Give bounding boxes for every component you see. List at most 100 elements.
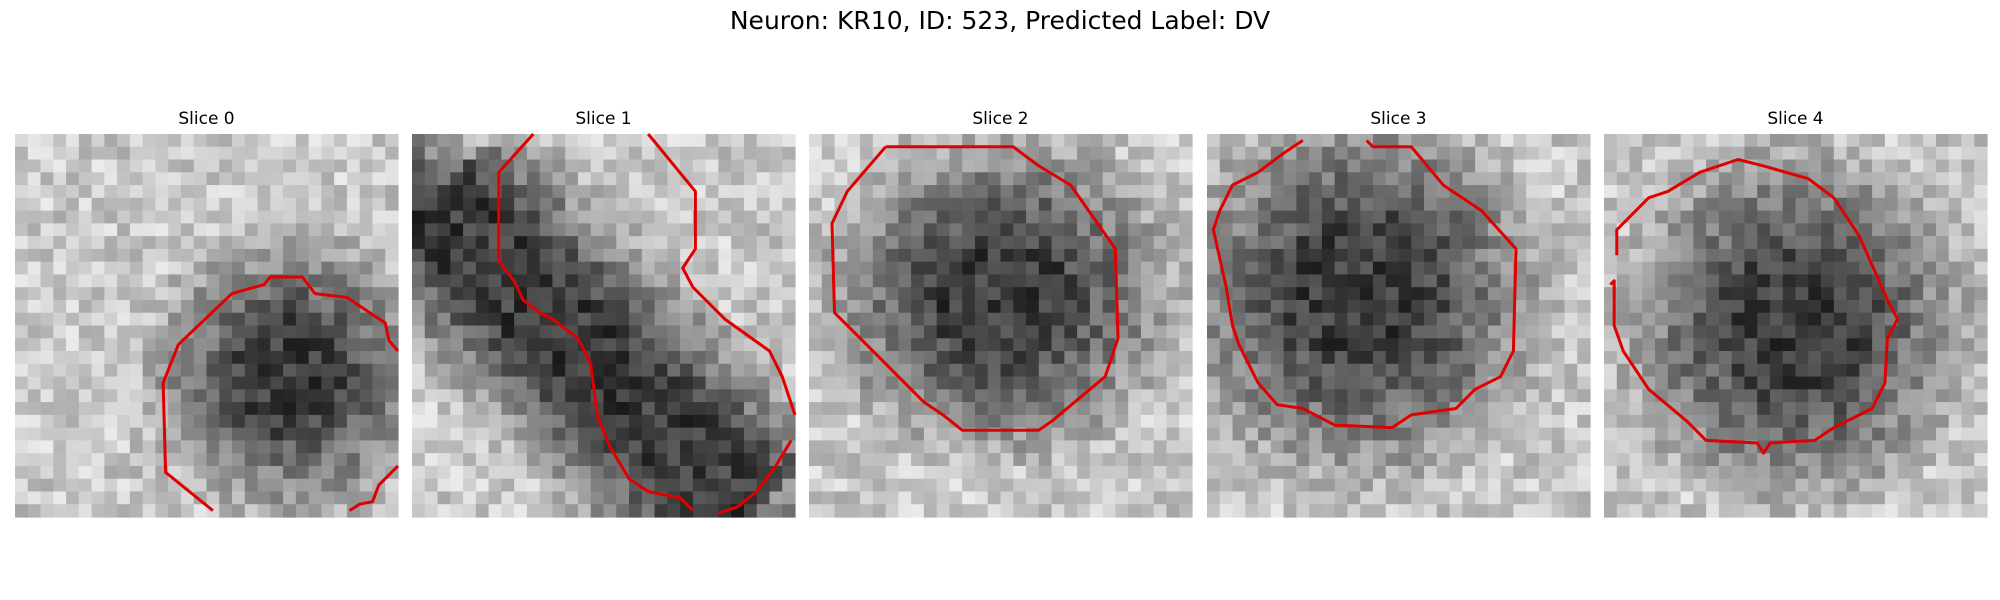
pixel [412, 274, 426, 288]
pixel [860, 491, 874, 505]
pixel [1166, 146, 1180, 161]
pixel [1128, 351, 1142, 365]
pixel [1245, 299, 1259, 314]
pixel [206, 274, 220, 288]
pixel [155, 491, 169, 505]
pixel [1961, 185, 1975, 199]
pixel [155, 325, 169, 339]
pixel [424, 376, 439, 390]
pixel [501, 338, 515, 352]
pixel [1551, 338, 1566, 352]
pixel [334, 299, 348, 314]
pixel [1872, 465, 1886, 480]
pixel [1424, 465, 1438, 480]
pixel [1064, 351, 1078, 365]
pixel [769, 504, 783, 518]
pixel [1884, 465, 1899, 480]
pixel [1000, 363, 1014, 378]
pixel [1424, 185, 1438, 199]
pixel [847, 351, 861, 365]
pixel [501, 363, 515, 378]
pixel [463, 453, 477, 467]
pixel [1642, 236, 1656, 250]
pixel [168, 185, 182, 199]
pixel [526, 389, 541, 403]
pixel [321, 134, 335, 148]
pixel [1372, 299, 1387, 314]
pixel [117, 338, 131, 352]
pixel [1334, 376, 1349, 390]
pixel [1398, 491, 1412, 505]
pixel [334, 402, 348, 416]
pixel [641, 402, 656, 416]
pixel [1296, 223, 1310, 237]
pixel [1821, 504, 1835, 518]
pixel [1577, 402, 1591, 416]
pixel [1667, 159, 1682, 173]
pixel [1948, 210, 1963, 224]
pixel [232, 465, 246, 480]
pixel [232, 504, 246, 518]
pixel [1207, 134, 1221, 148]
pixel [1347, 376, 1361, 390]
pixel [590, 491, 605, 505]
pixel [1744, 414, 1758, 429]
pixel [15, 351, 29, 365]
pixel [53, 478, 67, 493]
pixel [1718, 504, 1733, 518]
pixel [1731, 440, 1746, 454]
pixel [1321, 478, 1336, 493]
pixel [756, 351, 771, 365]
pixel [475, 185, 490, 199]
pixel [1115, 491, 1129, 505]
pixel [1207, 299, 1221, 314]
pixel [1026, 223, 1040, 237]
pixel [743, 210, 758, 224]
pixel [565, 261, 579, 276]
pixel [769, 172, 783, 186]
pixel [1077, 287, 1091, 301]
pixel [244, 159, 259, 173]
pixel [91, 427, 105, 441]
pixel [1245, 427, 1259, 441]
pixel [616, 172, 630, 186]
pixel [1089, 363, 1104, 378]
pixel [1577, 453, 1591, 467]
pixel [705, 274, 719, 288]
pixel [821, 402, 836, 416]
pixel [987, 134, 1002, 148]
pixel [1077, 402, 1091, 416]
pixel [412, 223, 426, 237]
pixel [1757, 338, 1771, 352]
pixel [616, 351, 630, 365]
pixel [1179, 338, 1193, 352]
pixel [1744, 172, 1758, 186]
pixel [590, 427, 605, 441]
pixel [424, 325, 439, 339]
pixel [1782, 312, 1797, 327]
pixel [577, 376, 592, 390]
pixel [539, 376, 554, 390]
pixel [847, 402, 861, 416]
pixel [1667, 491, 1682, 505]
pixel [1334, 146, 1349, 161]
pixel [1577, 274, 1591, 288]
pixel [641, 325, 656, 339]
pixel [1232, 427, 1246, 441]
pixel [1564, 185, 1578, 199]
pixel [756, 376, 771, 390]
pixel [885, 185, 899, 199]
pixel [911, 185, 925, 199]
pixel [987, 236, 1002, 250]
pixel [437, 299, 451, 314]
pixel [1500, 389, 1514, 403]
pixel [155, 236, 169, 250]
pixel [1372, 402, 1387, 416]
pixel [1207, 491, 1221, 505]
pixel [654, 312, 668, 327]
pixel [1935, 287, 1950, 301]
pixel [1680, 274, 1694, 288]
pixel [244, 478, 259, 493]
pixel [1128, 172, 1142, 186]
pixel [1629, 134, 1643, 148]
